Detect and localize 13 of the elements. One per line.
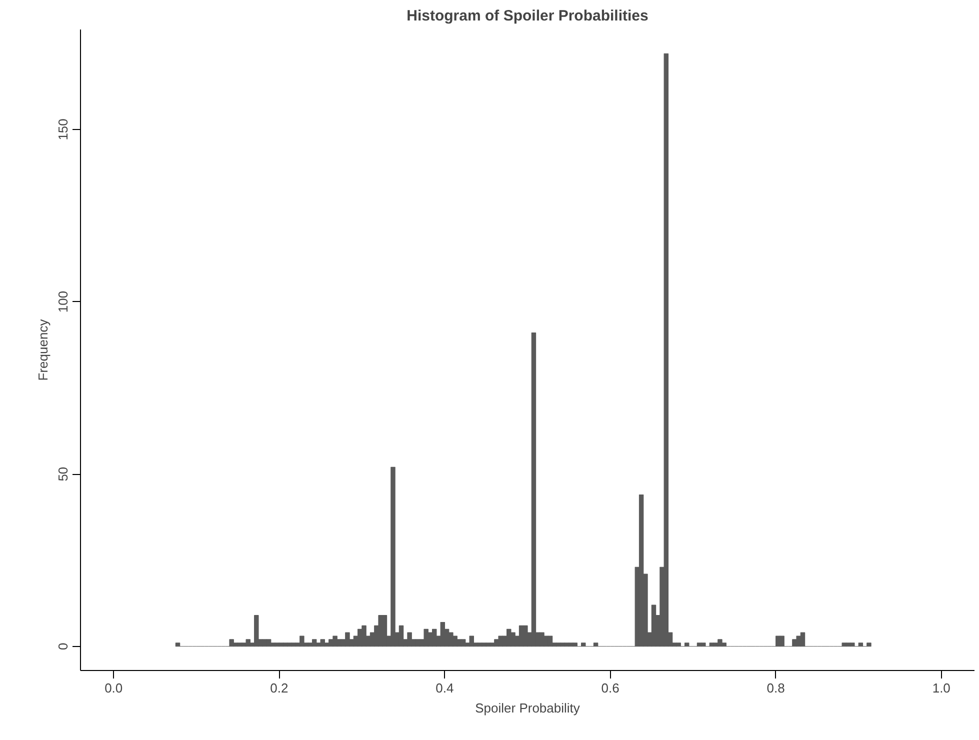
x-tick-label: 0.6 (601, 680, 620, 696)
y-tick-label: 50 (56, 466, 70, 482)
x-tick-label: 0.2 (270, 680, 288, 696)
y-tick-label: 100 (56, 290, 70, 313)
chart-title: Histogram of Spoiler Probabilities (406, 8, 648, 24)
x-axis-title: Spoiler Probability (475, 700, 580, 716)
y-tick-label: 150 (56, 118, 70, 140)
x-tick-label: 1.0 (932, 680, 950, 696)
y-axis-title: Frequency (36, 318, 50, 381)
x-tick-label: 0.0 (104, 680, 123, 696)
y-tick-label: 0 (56, 642, 70, 650)
x-tick-label: 0.8 (766, 680, 785, 696)
x-tick-label: 0.4 (436, 680, 454, 696)
